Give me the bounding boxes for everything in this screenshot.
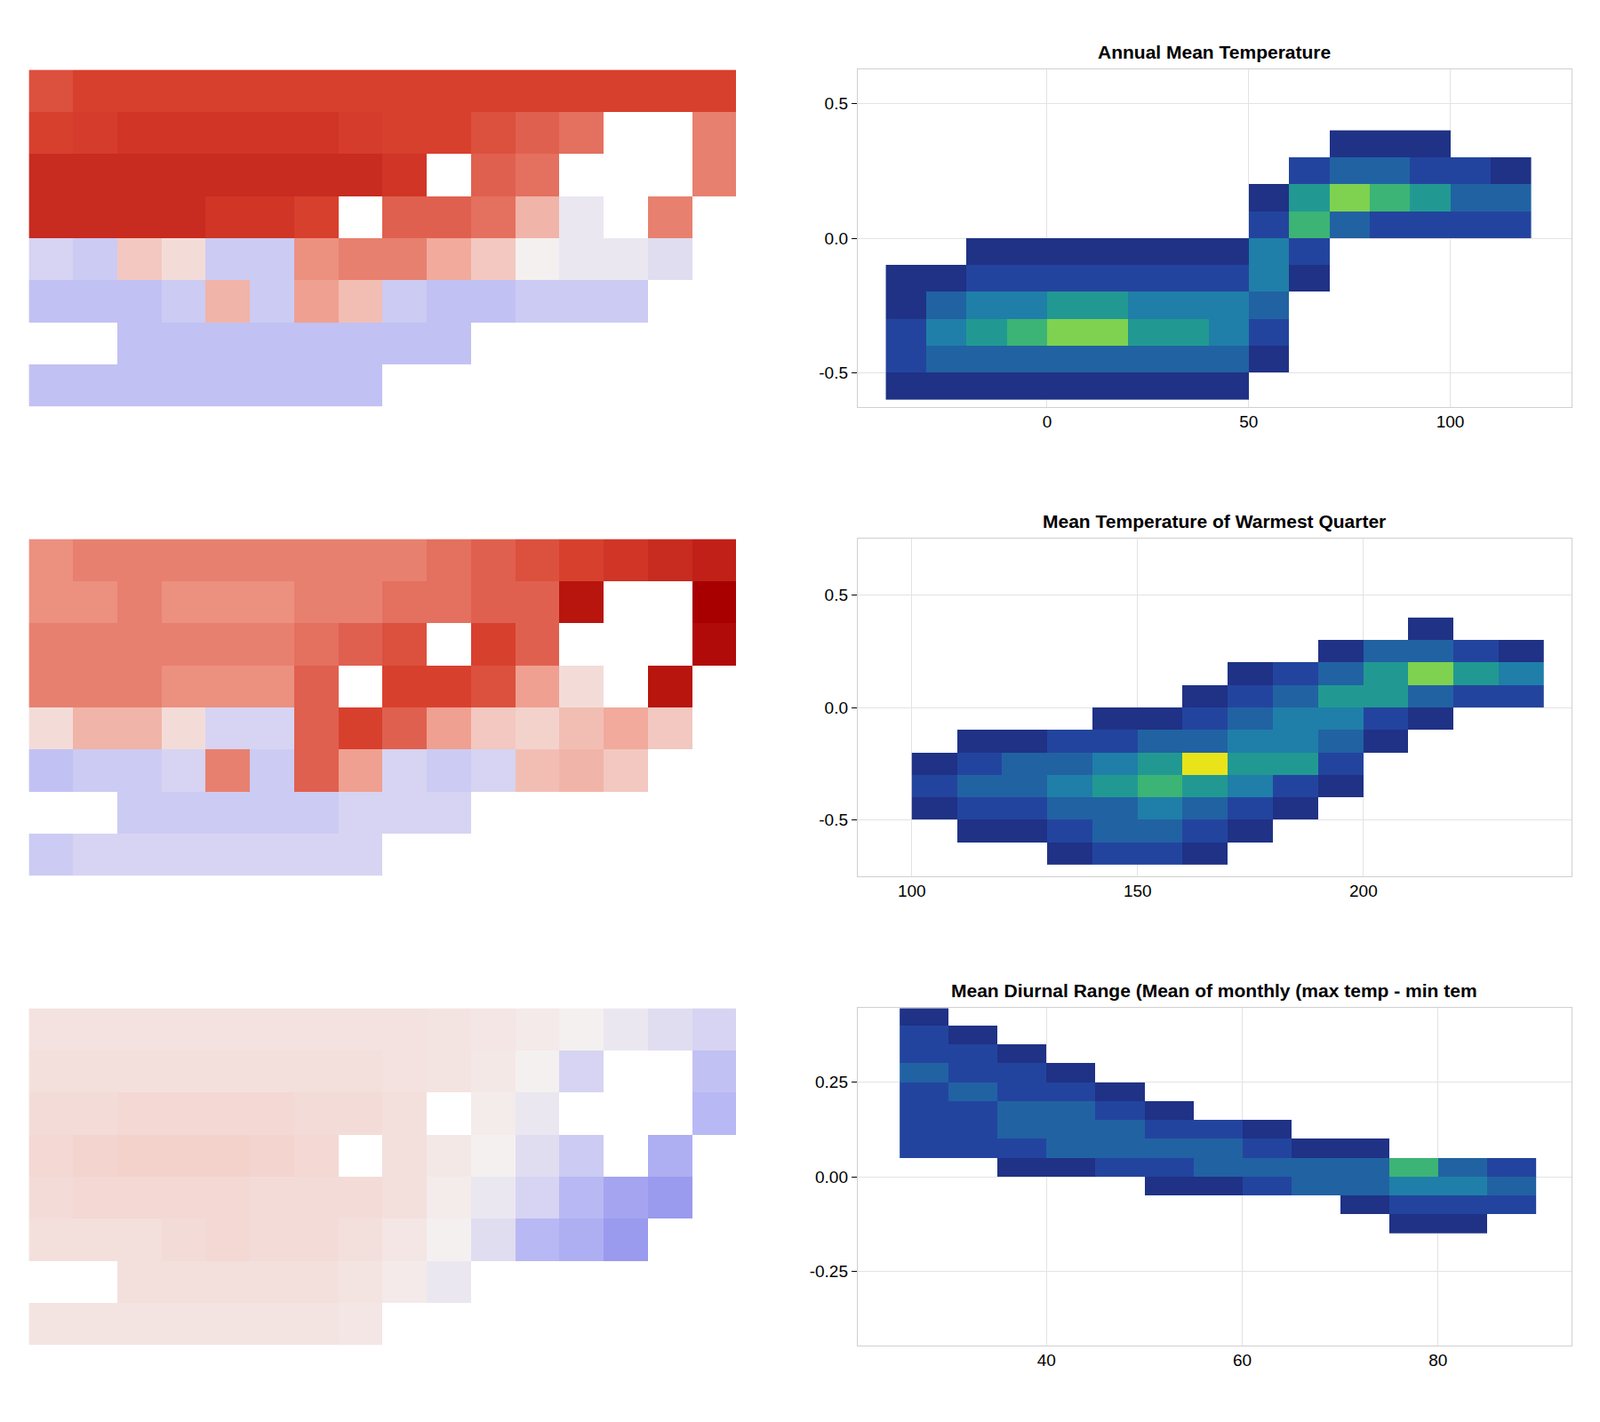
svg-text:100: 100	[1436, 412, 1465, 432]
svg-text:0.25: 0.25	[815, 1072, 848, 1092]
svg-text:40: 40	[1037, 1351, 1056, 1370]
svg-text:-0.25: -0.25	[809, 1262, 848, 1281]
svg-text:Annual Mean Temperature: Annual Mean Temperature	[1097, 41, 1331, 63]
svg-text:-0.5: -0.5	[818, 363, 848, 383]
svg-text:100: 100	[897, 881, 927, 901]
svg-text:150: 150	[1123, 881, 1152, 901]
svg-text:Mean Diurnal Range (Mean of mo: Mean Diurnal Range (Mean of monthly (max…	[951, 980, 1478, 1001]
svg-text:0: 0	[1042, 412, 1053, 432]
svg-text:200: 200	[1349, 881, 1378, 901]
svg-text:0.0: 0.0	[824, 229, 848, 248]
svg-text:-0.5: -0.5	[818, 810, 848, 830]
svg-text:60: 60	[1232, 1351, 1252, 1370]
svg-text:0.5: 0.5	[824, 94, 848, 113]
svg-text:0.00: 0.00	[815, 1168, 848, 1187]
svg-text:Mean Temperature of Warmest Qu: Mean Temperature of Warmest Quarter	[1042, 511, 1386, 532]
svg-text:80: 80	[1428, 1351, 1448, 1370]
svg-text:0.5: 0.5	[824, 585, 848, 605]
svg-text:50: 50	[1239, 412, 1258, 432]
svg-text:0.0: 0.0	[824, 698, 848, 718]
